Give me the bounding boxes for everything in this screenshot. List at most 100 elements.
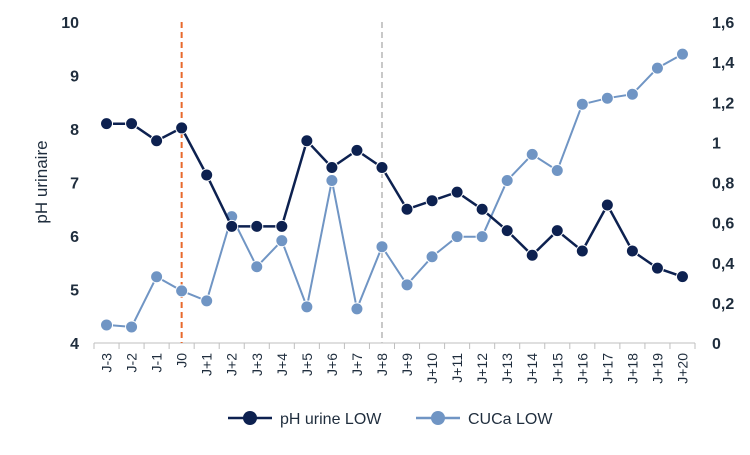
y-tick-label: 6 bbox=[70, 229, 79, 246]
reference-lines-group bbox=[180, 22, 383, 343]
data-point bbox=[550, 163, 564, 177]
data-point bbox=[375, 240, 389, 254]
y2-tick-label: 0 bbox=[712, 336, 721, 353]
legend-label: pH urine LOW bbox=[280, 411, 382, 428]
data-point bbox=[200, 294, 214, 308]
y-tick-label: 10 bbox=[61, 15, 79, 32]
data-point bbox=[675, 47, 689, 61]
data-point bbox=[600, 198, 614, 212]
x-tick-label: J0 bbox=[174, 353, 190, 368]
legend-swatch-marker bbox=[243, 411, 257, 425]
data-point bbox=[425, 250, 439, 264]
data-point bbox=[175, 284, 189, 298]
x-tick-label: J-3 bbox=[99, 353, 115, 373]
x-tick-label: J+19 bbox=[649, 353, 665, 384]
data-point bbox=[650, 261, 664, 275]
x-tick-label: J+2 bbox=[224, 353, 240, 376]
y2-tick-label: 1,4 bbox=[712, 55, 734, 72]
y2-tick-label: 0,6 bbox=[712, 216, 734, 233]
x-tick-label: J+12 bbox=[474, 353, 490, 384]
x-tick-label: J+13 bbox=[499, 353, 515, 384]
data-point bbox=[550, 224, 564, 238]
series-group bbox=[100, 47, 689, 334]
data-point bbox=[375, 161, 389, 175]
x-tick-label: J+7 bbox=[349, 353, 365, 376]
y-tick-label: 4 bbox=[70, 336, 79, 353]
x-tick-label: J+10 bbox=[424, 353, 440, 384]
data-point bbox=[300, 300, 314, 314]
series-line bbox=[106, 122, 683, 278]
y-tick-label: 5 bbox=[70, 283, 79, 300]
y2-tick-label: 0,4 bbox=[712, 256, 734, 273]
data-point bbox=[450, 185, 464, 199]
x-tick-label: J+20 bbox=[674, 353, 690, 384]
data-point bbox=[350, 143, 364, 157]
data-point bbox=[100, 318, 114, 332]
x-tick-label: J+4 bbox=[274, 353, 290, 376]
data-point bbox=[500, 224, 514, 238]
x-tick-label: J+15 bbox=[549, 353, 565, 384]
x-tick-label: J+1 bbox=[199, 353, 215, 376]
data-point bbox=[525, 147, 539, 161]
axes-group bbox=[93, 342, 696, 349]
y2-tick-label: 1,2 bbox=[712, 95, 734, 112]
y-tick-label: 8 bbox=[70, 122, 79, 139]
x-tick-label: J+18 bbox=[624, 353, 640, 384]
y-tick-label: 7 bbox=[70, 176, 79, 193]
data-point bbox=[325, 161, 339, 175]
data-point bbox=[400, 202, 414, 216]
ticks-group: 4 5 6 7 8 9 10 0 0,2 0,4 0,6 0,8 1 1,2 1,4 1,6 J-3 J-2 J-1… bbox=[61, 15, 734, 384]
data-point bbox=[425, 194, 439, 208]
x-tick-label: J+8 bbox=[374, 353, 390, 376]
data-point bbox=[575, 97, 589, 111]
x-tick-label: J+3 bbox=[249, 353, 265, 376]
data-point bbox=[125, 117, 139, 131]
data-point bbox=[400, 278, 414, 292]
data-point bbox=[475, 202, 489, 216]
data-point bbox=[125, 320, 139, 334]
x-tick-label: J+11 bbox=[449, 353, 465, 383]
data-point bbox=[275, 219, 289, 233]
data-point bbox=[225, 219, 239, 233]
data-point bbox=[525, 248, 539, 262]
x-tick-label: J+14 bbox=[524, 353, 540, 384]
data-point bbox=[150, 134, 164, 148]
data-point bbox=[100, 117, 114, 131]
y2-tick-label: 0,8 bbox=[712, 176, 734, 193]
data-point bbox=[150, 270, 164, 284]
data-point bbox=[325, 173, 339, 187]
data-point bbox=[625, 87, 639, 101]
x-tick-label: J+5 bbox=[299, 353, 315, 376]
y2-tick-label: 0,2 bbox=[712, 296, 734, 313]
data-point bbox=[450, 230, 464, 244]
data-point bbox=[250, 219, 264, 233]
data-point bbox=[175, 121, 189, 135]
data-point bbox=[575, 244, 589, 258]
legend-swatch-marker bbox=[431, 411, 445, 425]
legend-label: CUCa LOW bbox=[468, 411, 553, 428]
y2-tick-label: 1,6 bbox=[712, 15, 734, 32]
x-tick-label: J+17 bbox=[599, 353, 615, 384]
data-point bbox=[275, 234, 289, 248]
x-tick-label: J+6 bbox=[324, 353, 340, 376]
x-tick-label: J+16 bbox=[574, 353, 590, 384]
data-point bbox=[600, 91, 614, 105]
data-point bbox=[250, 260, 264, 274]
data-point bbox=[650, 61, 664, 75]
x-tick-label: J-1 bbox=[149, 353, 165, 373]
data-point bbox=[675, 270, 689, 284]
data-point bbox=[300, 134, 314, 148]
data-point bbox=[475, 230, 489, 244]
x-tick-label: J+9 bbox=[399, 353, 415, 376]
data-point bbox=[625, 244, 639, 258]
y2-tick-label: 1 bbox=[712, 135, 721, 152]
y-tick-label: 9 bbox=[70, 69, 79, 86]
data-point bbox=[500, 173, 514, 187]
legend: pH urine LOW CUCa LOW bbox=[228, 411, 553, 428]
x-tick-label: J-2 bbox=[124, 353, 140, 373]
y-axis-title: pH urinaire bbox=[32, 140, 51, 223]
data-point bbox=[200, 168, 214, 182]
data-point bbox=[350, 302, 364, 316]
